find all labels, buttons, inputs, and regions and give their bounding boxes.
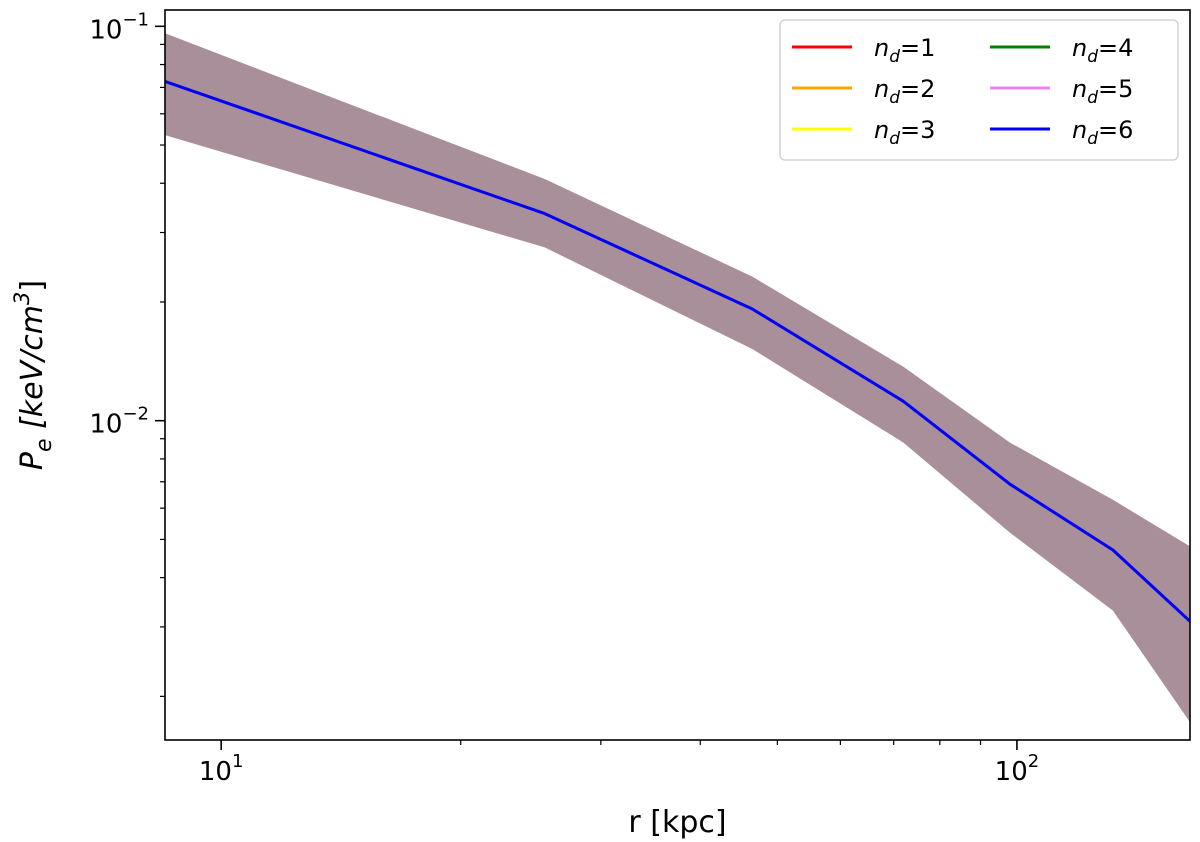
legend-label-1: nd=1 [874,34,935,67]
legend-box [779,19,1179,161]
x-tick-label-1: 101 [199,751,244,787]
legend: nd=1 nd=2 nd=3 nd=4 nd=5 nd=6 [779,19,1179,161]
legend-label-2: nd=2 [874,75,935,108]
plot-area [165,33,1190,723]
y-tick-label-2: 10−2 [89,404,149,440]
legend-label-4: nd=4 [1072,34,1133,67]
plot-content [165,33,1190,723]
x-tick-label-2: 102 [995,751,1040,787]
x-axis-label: r [kpc] [628,805,726,840]
axes: 101 102 10−1 10−2 r [kpc] Pe [keV/cm3] [10,9,1191,840]
uncertainty-band [165,33,1190,723]
legend-label-3: nd=3 [874,116,935,149]
series-line-6 [165,79,1190,623]
plot-frame [164,9,1191,741]
y-tick-label-1: 10−1 [89,9,149,45]
legend-label-6: nd=6 [1072,116,1133,149]
legend-label-5: nd=5 [1072,75,1133,108]
y-axis-label: Pe [keV/cm3] [10,280,57,470]
